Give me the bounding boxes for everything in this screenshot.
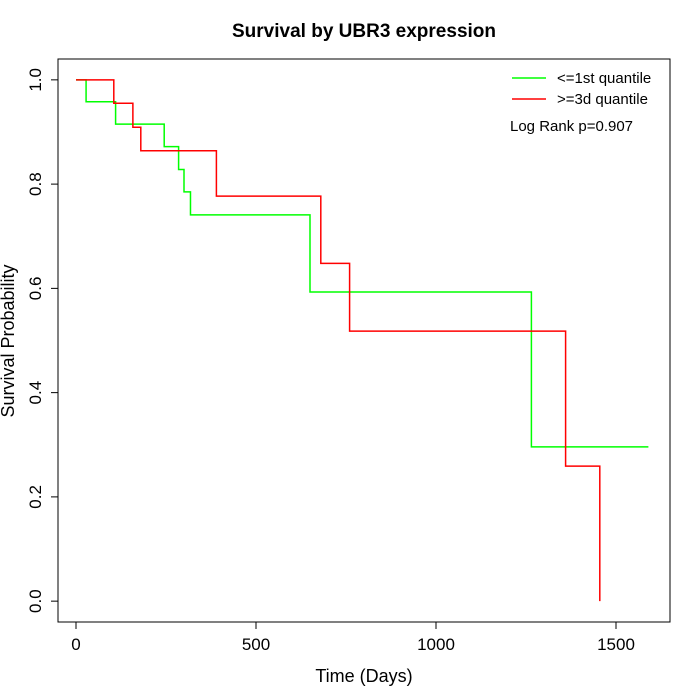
chart-title: Survival by UBR3 expression [232,21,496,42]
y-tick-label: 0.4 [26,381,45,405]
x-tick-label: 1000 [417,635,455,654]
x-tick-label: 500 [242,635,270,654]
series-high-quantile-line [76,79,601,602]
y-tick-label: 0.0 [26,589,45,613]
y-tick-label: 1.0 [26,68,45,92]
legend-label-low: <=1st quantile [557,70,651,87]
series-low-quantile-line [76,79,649,448]
log-rank-annotation: Log Rank p=0.907 [510,118,633,135]
y-tick-label: 0.6 [26,277,45,301]
legend: <=1st quantile >=3d quantile [512,70,651,108]
y-axis: 0.0 0.2 0.4 0.6 0.8 1.0 [26,68,59,613]
y-axis-label: Survival Probability [0,264,18,417]
x-tick-label: 1500 [597,635,635,654]
x-tick-label: 0 [71,635,80,654]
x-axis: 0 500 1000 1500 [71,621,635,654]
legend-label-high: >=3d quantile [557,91,648,108]
x-axis-label: Time (Days) [315,666,412,686]
plot-frame [57,58,671,623]
y-tick-label: 0.2 [26,485,45,509]
series-layer [76,79,649,602]
y-tick-label: 0.8 [26,172,45,196]
